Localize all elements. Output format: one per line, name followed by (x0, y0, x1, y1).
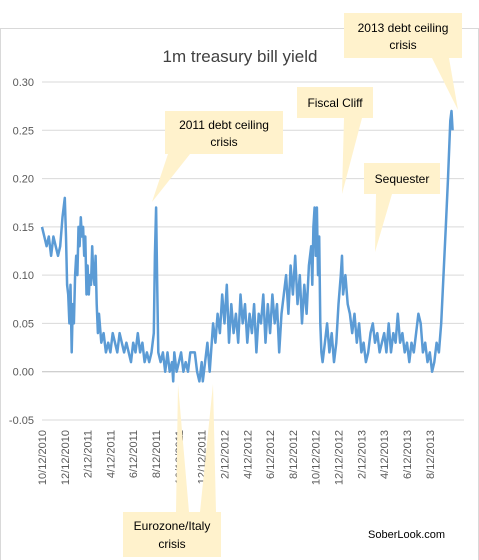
callout-label: Sequester (375, 172, 430, 186)
callout-label-line: Eurozone/Italy (134, 519, 211, 533)
x-tick-label: 8/12/2011 (151, 430, 163, 478)
callout-2011-debt-ceiling: 2011 debt ceiling crisis (152, 111, 283, 202)
x-tick-label: 2/12/2012 (219, 430, 231, 479)
x-tick-label: 4/12/2013 (379, 430, 391, 479)
callout-pointer (342, 118, 362, 194)
callout-label-line: 2011 debt ceiling (179, 118, 269, 132)
x-tick-label: 8/12/2012 (288, 430, 300, 479)
x-tick-label: 6/12/2012 (265, 430, 277, 479)
series-line (40, 109, 454, 383)
callout-pointer-right (200, 384, 216, 512)
x-tick-label: 6/12/2013 (402, 430, 414, 479)
callout-eurozone-italy: Eurozone/Italy crisis (123, 384, 221, 557)
x-tick-label: 4/12/2012 (242, 430, 254, 479)
callout-label: Fiscal Cliff (307, 96, 363, 110)
y-tick-label: 0.05 (13, 318, 34, 330)
callout-box (165, 111, 283, 154)
callout-fiscal-cliff: Fiscal Cliff (297, 87, 373, 194)
callout-label-line: 2013 debt ceiling (358, 21, 449, 35)
callout-label-line: crisis (158, 537, 185, 551)
callout-box (364, 163, 440, 194)
callout-box (344, 13, 462, 58)
callout-pointer (432, 58, 458, 110)
x-tick-label: 4/12/2011 (105, 430, 117, 478)
y-tick-label: 0.15 (13, 222, 34, 234)
x-tick-label: 2/12/2013 (356, 430, 368, 479)
y-tick-label: -0.05 (9, 415, 34, 427)
y-axis-ticks: -0.05 0.00 0.05 0.10 0.15 0.20 0.25 0.30 (9, 77, 34, 427)
callout-2013-debt-ceiling: 2013 debt ceiling crisis (344, 13, 462, 110)
y-tick-label: 0.00 (13, 367, 34, 379)
y-tick-label: 0.20 (13, 174, 34, 186)
callout-sequester: Sequester (364, 163, 440, 252)
x-tick-label: 12/12/2010 (60, 430, 72, 485)
series-group (40, 109, 454, 383)
callout-pointer (375, 194, 392, 252)
credit-label: SoberLook.com (368, 529, 445, 541)
callout-pointer (152, 154, 190, 202)
callout-label-line: crisis (389, 38, 416, 52)
y-tick-label: 0.30 (13, 77, 34, 89)
x-tick-label: 2/12/2011 (83, 430, 95, 478)
y-tick-label: 0.25 (13, 125, 34, 137)
chart-title: 1m treasury bill yield (163, 47, 318, 66)
x-tick-label: 10/12/2012 (311, 430, 323, 485)
callout-label-line: crisis (210, 135, 237, 149)
callout-box (123, 512, 221, 557)
x-tick-label: 10/12/2010 (37, 430, 49, 485)
callout-pointer-left (176, 384, 189, 512)
x-tick-label: 6/12/2011 (128, 430, 140, 478)
y-tick-label: 0.10 (13, 270, 34, 282)
x-tick-label: 12/12/2012 (334, 430, 346, 485)
x-tick-label: 8/12/2013 (425, 430, 437, 479)
callout-box (297, 87, 373, 118)
